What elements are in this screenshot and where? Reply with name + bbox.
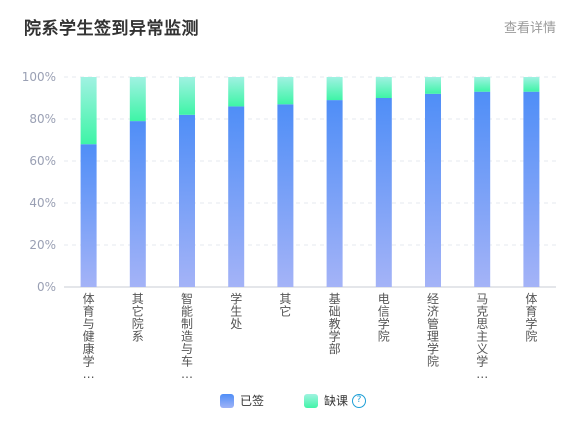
bar-signed[interactable] bbox=[277, 104, 294, 287]
legend-label-signed: 已签 bbox=[240, 394, 265, 408]
x-tick-label: 基础教学部 bbox=[329, 292, 341, 356]
bar-absent[interactable] bbox=[228, 77, 245, 107]
y-tick-label: 20% bbox=[29, 238, 56, 252]
legend: 已签 缺课 ? bbox=[220, 392, 367, 409]
y-tick-label: 40% bbox=[29, 196, 56, 210]
y-tick-label: 80% bbox=[29, 112, 56, 126]
bar-signed[interactable] bbox=[523, 91, 540, 287]
legend-swatch-signed bbox=[220, 393, 234, 408]
bar-absent[interactable] bbox=[474, 77, 491, 92]
x-tick-label: 体育与健康学… bbox=[83, 292, 95, 381]
x-tick-label: 体育学院 bbox=[525, 292, 537, 344]
bar-absent[interactable] bbox=[375, 77, 392, 98]
legend-item-signed[interactable]: 已签 bbox=[220, 392, 264, 409]
y-tick-label: 60% bbox=[29, 154, 56, 168]
y-tick-label: 100% bbox=[22, 70, 56, 84]
x-tick-label: 马克思主义学… bbox=[476, 292, 488, 381]
legend-item-absent[interactable]: 缺课 ? bbox=[304, 392, 367, 409]
bar-absent[interactable] bbox=[523, 77, 540, 92]
x-tick-label: 电信学院 bbox=[378, 292, 390, 344]
bar-absent[interactable] bbox=[277, 77, 294, 105]
bar-signed[interactable] bbox=[228, 106, 245, 288]
x-tick-label: 智能制造与车… bbox=[181, 291, 193, 381]
bar-signed[interactable] bbox=[474, 91, 491, 287]
x-tick-label: 其它 bbox=[279, 292, 291, 319]
legend-swatch-absent bbox=[304, 393, 319, 408]
bar-signed[interactable] bbox=[375, 98, 392, 287]
chart-area: 0% 20% 40% 60% 80% 100% 体育与健康学… 其它院系 智能制造与车… 学生处 其… bbox=[22, 70, 556, 381]
bar-signed[interactable] bbox=[80, 144, 97, 287]
bar-signed[interactable] bbox=[326, 100, 343, 287]
legend-label-absent: 缺课 bbox=[324, 394, 349, 408]
question-circle-icon[interactable]: ? bbox=[352, 393, 367, 408]
bar-absent[interactable] bbox=[80, 77, 97, 145]
x-tick-label: 学生处 bbox=[230, 291, 242, 331]
bar-absent[interactable] bbox=[179, 77, 195, 115]
bar-signed[interactable] bbox=[179, 114, 195, 287]
x-tick-label: 其它院系 bbox=[132, 292, 144, 344]
y-tick-label: 0% bbox=[37, 280, 56, 294]
bar-signed[interactable] bbox=[129, 121, 146, 287]
chart-title: 院系学生签到异常监测 bbox=[24, 19, 199, 39]
bar-absent[interactable] bbox=[129, 77, 146, 122]
view-details-link[interactable]: 查看详情 bbox=[503, 21, 556, 36]
bar-absent[interactable] bbox=[326, 77, 343, 101]
bar-signed[interactable] bbox=[425, 93, 441, 287]
bar-absent[interactable] bbox=[425, 77, 441, 94]
x-tick-label: 经济管理学院 bbox=[427, 292, 439, 369]
